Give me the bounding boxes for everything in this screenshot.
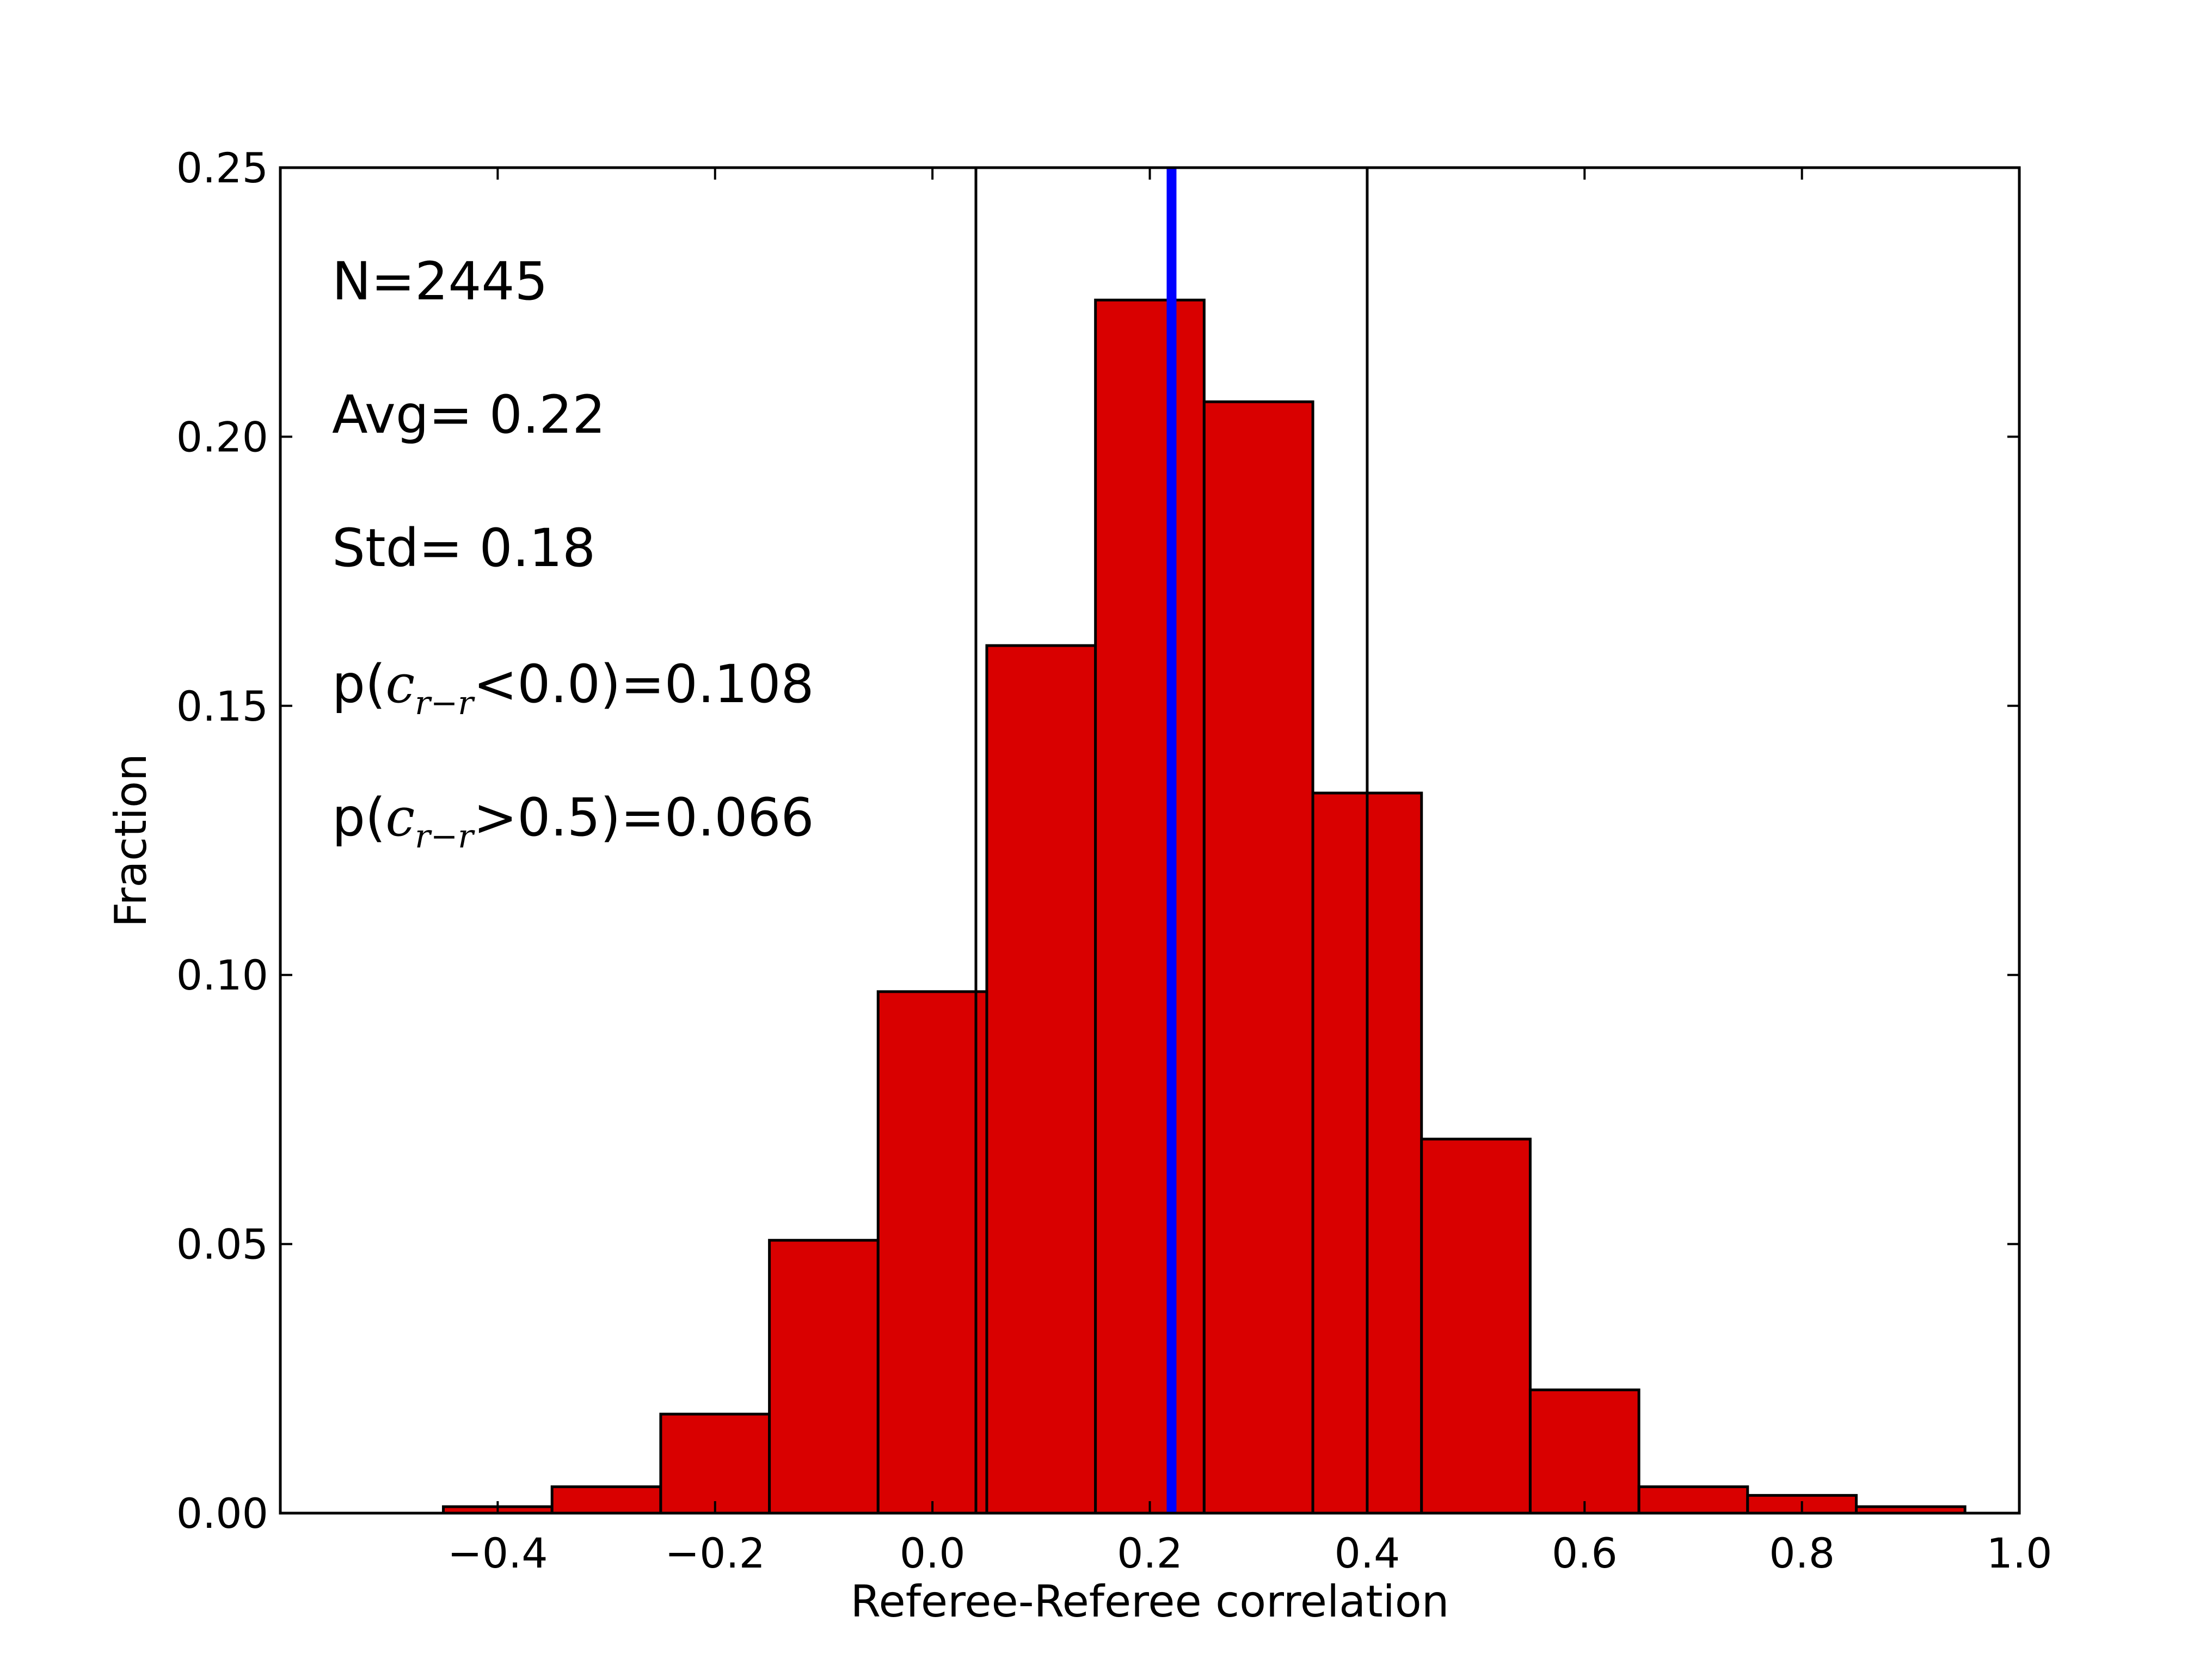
stats-annotations: N=2445 Avg= 0.22 Std= 0.18 p(cr−r<0.0)=0… [332,251,814,856]
x-tick-label: 0.6 [1552,1529,1618,1577]
annotation-p-high-suffix: >0.5)=0.066 [474,787,814,848]
histogram-bar [1202,400,1314,1515]
y-tick-label: 0.00 [176,1489,268,1538]
x-tick-label: 0.0 [900,1529,966,1577]
annotation-p-low-suffix: <0.0)=0.108 [474,654,814,715]
histogram-bar [768,1239,880,1515]
annotation-p-high-prefix: p( [332,787,385,848]
histogram-bars [442,298,1967,1515]
x-tick-label: 0.8 [1769,1529,1835,1577]
annotation-p-high: p(cr−r>0.5)=0.066 [332,787,814,856]
histogram-bar [1420,1138,1532,1515]
x-axis-label: Referee-Referee correlation [851,1576,1449,1627]
annotation-std: Std= 0.18 [332,518,595,579]
x-tick-label: 0.4 [1334,1529,1400,1577]
y-axis-label: Fraction [106,753,156,927]
histogram-bar [1637,1485,1749,1515]
annotation-p-low-prefix: p( [332,654,385,715]
x-tick-label: −0.2 [665,1529,765,1577]
annotation-p-high-sub: r−r [415,818,475,856]
histogram-bar [1094,298,1206,1515]
y-tick-label: 0.05 [176,1220,268,1269]
x-tick-label: 0.2 [1117,1529,1183,1577]
histogram-bar [985,644,1097,1515]
histogram-bar [550,1485,662,1515]
annotation-n: N=2445 [332,251,548,312]
histogram-bar [659,1412,771,1515]
annotation-p-low-sub: r−r [415,684,475,722]
y-tick-label: 0.20 [176,413,268,461]
x-tick-label: −0.4 [447,1529,548,1577]
annotation-p-low: p(cr−r<0.0)=0.108 [332,654,814,722]
annotation-p-low-var: c [385,654,415,715]
histogram-bar [876,990,988,1515]
axis-ticks: −0.4 −0.2 0.0 0.2 0.4 0.6 0.8 1.0 0.00 0.05 0.10 0.… [176,144,2053,1577]
reference-lines [974,168,1369,1513]
histogram-bar [1528,1388,1640,1515]
y-tick-label: 0.25 [176,144,268,192]
annotation-p-high-var: c [385,787,415,848]
y-tick-label: 0.15 [176,682,268,730]
annotation-avg: Avg= 0.22 [332,384,606,445]
y-tick-label: 0.10 [176,951,268,999]
x-tick-label: 1.0 [1987,1529,2053,1577]
